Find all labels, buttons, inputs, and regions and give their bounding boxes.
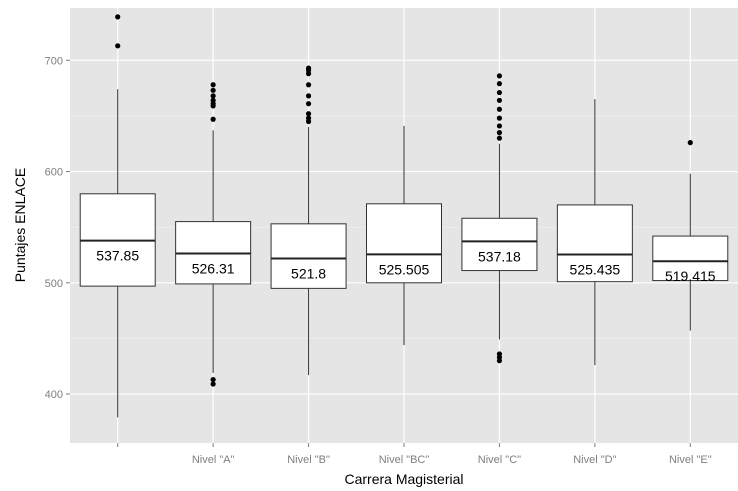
x-tick-label: Nivel "C" [478,454,521,466]
outlier-point [210,87,216,93]
y-tick-label: 600 [45,167,63,179]
outlier-point [496,115,503,121]
median-value-label: 526.31 [192,261,235,277]
median-value-label: 537.85 [96,248,139,264]
outlier-point [496,106,503,112]
median-value-label: 525.505 [379,261,430,277]
box [652,235,729,282]
median-value-label: 521.8 [291,266,326,282]
outlier-point [496,123,503,129]
median-value-label: 537.18 [478,248,521,264]
boxes-layer: 537.85 526.31 521.8 525.505 537.18 525.435 519… [79,14,729,418]
outlier-point [210,381,216,387]
box [556,204,633,283]
outlier-point [687,140,693,146]
outlier-point [210,97,216,103]
box-group: 537.18 [461,73,538,364]
y-tick-label: 700 [45,55,63,67]
box-group: 525.505 [366,125,442,346]
x-tick-label: Nivel "A" [192,454,235,466]
x-tick-label: Nivel "BC" [379,454,430,466]
outlier-point [496,89,503,96]
outlier-point [305,115,312,121]
x-tick-label: Nivel "E" [669,454,712,466]
box-group: 537.85 [79,14,156,418]
outlier-point [496,351,503,357]
outlier-point [210,93,216,99]
x-axis-ticks: Nivel "A" Nivel "B" Nivel "BC" Nivel "C" Niv… [117,443,712,466]
box-group: 526.31 [175,82,252,387]
outlier-point [496,135,503,141]
outlier-point [496,81,503,87]
outlier-point [115,43,121,49]
y-axis-title: Puntajes ENLACE [12,168,28,282]
outlier-point [305,111,312,117]
y-tick-label: 500 [45,278,63,290]
median-value-label: 525.435 [570,261,621,277]
outlier-point [305,65,312,71]
outlier-point [496,97,503,103]
outlier-point [496,73,503,79]
outlier-point [115,14,121,20]
box [366,203,442,284]
box [461,217,538,272]
outlier-point [496,130,503,136]
box-group: 525.435 [556,99,633,366]
outlier-point [305,93,312,99]
y-axis-ticks: 400 500 600 700 [45,55,70,401]
outlier-point [305,82,312,88]
median-value-label: 519.415 [665,268,716,284]
outlier-point [305,101,312,107]
x-axis-title: Carrera Magisterial [344,471,463,487]
box [270,223,347,289]
outlier-point [210,376,216,383]
x-tick-label: Nivel "D" [573,454,616,466]
x-tick-label: Nivel "B" [287,454,330,466]
y-tick-label: 400 [45,389,63,401]
box-group: 519.415 [652,140,729,331]
outlier-point [210,116,216,122]
outlier-point [210,82,216,88]
box-group: 521.8 [270,65,347,376]
